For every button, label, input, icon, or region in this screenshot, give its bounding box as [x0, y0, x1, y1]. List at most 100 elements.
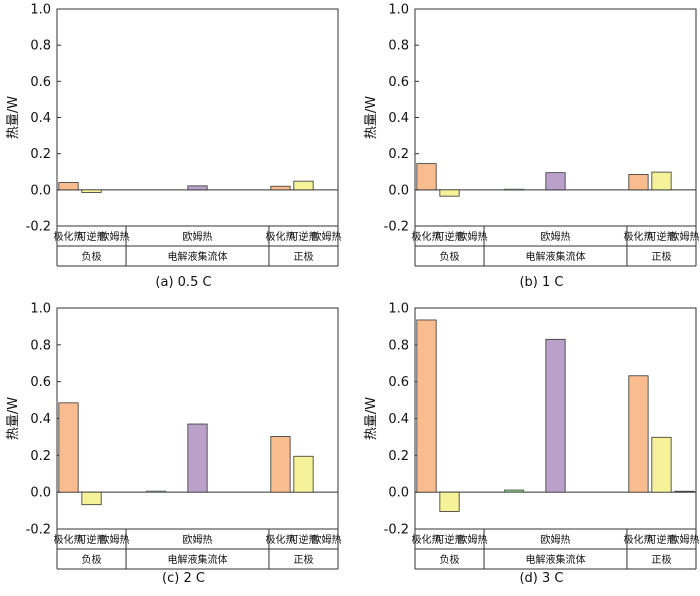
bar-1 — [58, 402, 79, 493]
y-tick-label: 1.0 — [30, 302, 51, 317]
bar-5 — [628, 375, 649, 493]
category-label: 可逆热 — [77, 230, 107, 243]
group-label: 正极 — [651, 250, 671, 263]
y-tick-label: 0.6 — [30, 375, 51, 390]
bar-electrolyte — [146, 490, 167, 493]
group-label: 负极 — [82, 250, 102, 263]
bar-electrolyte — [504, 188, 525, 191]
panel-caption: (d) 3 C — [519, 571, 563, 586]
group-label: 负极 — [82, 553, 102, 566]
y-tick-label: 0.0 — [388, 183, 409, 198]
bar-6 — [651, 436, 672, 493]
category-label: 欧姆热 — [541, 230, 571, 243]
panel-caption: (a) 0.5 C — [155, 275, 211, 290]
bar-6 — [651, 171, 672, 191]
group-label: 正极 — [293, 250, 313, 263]
bar-2 — [81, 491, 102, 506]
category-label: 欧姆热 — [669, 533, 699, 546]
group-label: 电解液集流体 — [526, 250, 586, 263]
y-tick-label: 1.0 — [388, 302, 409, 317]
category-label: 欧姆热 — [100, 533, 130, 546]
category-label: 可逆热 — [646, 533, 676, 546]
y-tick-label: 0.0 — [30, 183, 51, 198]
category-label: 可逆热 — [435, 230, 465, 243]
category-label: 可逆热 — [77, 533, 107, 546]
category-label: 极化热 — [623, 533, 653, 546]
y-tick-label: 1.0 — [388, 3, 409, 18]
group-label: 负极 — [440, 553, 460, 566]
category-label: 欧姆热 — [100, 230, 130, 243]
bar-2 — [439, 491, 460, 512]
y-tick-label: 0.4 — [30, 412, 51, 427]
y-tick-label: 1.0 — [30, 3, 51, 18]
group-label: 电解液集流体 — [168, 553, 228, 566]
bar-2 — [81, 189, 102, 193]
y-tick-label: 0.4 — [388, 111, 409, 126]
bar-6 — [293, 455, 314, 493]
category-label: 可逆热 — [288, 230, 318, 243]
group-label: 正极 — [293, 553, 313, 566]
bar-4 — [545, 172, 566, 191]
category-label: 欧姆热 — [311, 230, 341, 243]
group-label: 电解液集流体 — [168, 250, 228, 263]
category-label: 欧姆热 — [183, 230, 213, 243]
panel-caption: (b) 1 C — [519, 275, 563, 290]
category-label: 可逆热 — [435, 533, 465, 546]
bar-5 — [628, 174, 649, 191]
y-tick-label: 0.2 — [388, 147, 409, 162]
y-axis-label: 热量/W — [6, 397, 21, 440]
bar-5 — [270, 436, 291, 493]
y-tick-label: 0.8 — [388, 338, 409, 353]
panel-caption: (c) 2 C — [162, 571, 205, 586]
y-tick-label: 0.4 — [388, 412, 409, 427]
y-tick-label: -0.2 — [26, 523, 51, 538]
bar-electrolyte — [504, 489, 525, 493]
bar-1 — [58, 182, 79, 191]
bar-7 — [674, 490, 695, 493]
bar-1 — [416, 319, 437, 493]
category-label: 欧姆热 — [541, 533, 571, 546]
group-label: 正极 — [651, 553, 671, 566]
category-label: 极化热 — [412, 533, 442, 546]
y-tick-label: 0.6 — [30, 75, 51, 90]
bar-5 — [270, 185, 291, 191]
category-label: 极化热 — [265, 230, 295, 243]
y-tick-label: 0.8 — [30, 338, 51, 353]
y-tick-label: 0.2 — [388, 449, 409, 464]
y-tick-label: -0.2 — [26, 220, 51, 235]
category-label: 欧姆热 — [311, 533, 341, 546]
bar-4 — [545, 338, 566, 493]
bar-6 — [293, 180, 314, 191]
y-axis-label: 热量/W — [364, 96, 379, 139]
bar-2 — [439, 189, 460, 197]
y-tick-label: 0.6 — [388, 375, 409, 390]
group-label: 负极 — [440, 250, 460, 263]
plot-frame — [56, 8, 339, 227]
category-label: 欧姆热 — [183, 533, 213, 546]
category-label: 欧姆热 — [458, 230, 488, 243]
y-axis-label: 热量/W — [364, 397, 379, 440]
category-label: 极化热 — [54, 533, 84, 546]
y-tick-label: 0.2 — [30, 147, 51, 162]
category-label: 欧姆热 — [669, 230, 699, 243]
group-label: 电解液集流体 — [526, 553, 586, 566]
y-tick-label: 0.6 — [388, 75, 409, 90]
category-label: 极化热 — [623, 230, 653, 243]
y-tick-label: 0.2 — [30, 449, 51, 464]
bar-4 — [187, 423, 208, 493]
y-tick-label: 0.0 — [388, 486, 409, 501]
bar-4 — [187, 185, 208, 191]
y-tick-label: 0.0 — [30, 486, 51, 501]
category-label: 欧姆热 — [458, 533, 488, 546]
category-label: 极化热 — [265, 533, 295, 546]
y-tick-label: 0.4 — [30, 111, 51, 126]
y-tick-label: 0.8 — [388, 39, 409, 54]
y-tick-label: -0.2 — [384, 523, 409, 538]
category-label: 可逆热 — [646, 230, 676, 243]
category-label: 可逆热 — [288, 533, 318, 546]
